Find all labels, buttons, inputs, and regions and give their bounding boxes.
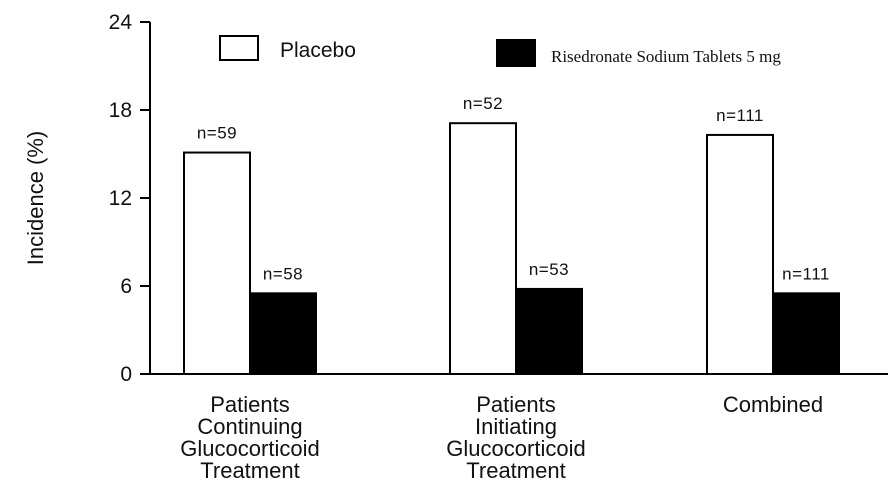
x-category-label: Treatment — [200, 458, 299, 483]
legend-swatch-risedronate — [496, 39, 536, 67]
x-category-label: Continuing — [197, 414, 302, 439]
legend-label-risedronate: Risedronate Sodium Tablets 5 mg — [551, 47, 781, 66]
bar-n-label: n=111 — [716, 106, 764, 125]
risedronate-bar — [772, 292, 840, 376]
x-category-label: Initiating — [475, 414, 557, 439]
bar-n-label: n=59 — [197, 124, 237, 143]
placebo-bar — [183, 151, 251, 375]
y-tick-label: 0 — [120, 363, 132, 386]
bars — [183, 122, 840, 376]
placebo-bar — [449, 122, 517, 375]
risedronate-bar — [515, 287, 583, 375]
bar-n-label: n=111 — [782, 264, 830, 283]
bar-n-label: n=58 — [263, 264, 303, 283]
y-axis-title: Incidence (%) — [23, 131, 48, 266]
x-category-label: Glucocorticoid — [446, 436, 585, 461]
y-tick-label: 18 — [109, 99, 132, 122]
bar-n-label: n=53 — [529, 260, 569, 279]
bar-n-label: n=52 — [463, 94, 503, 113]
x-category-label: Treatment — [466, 458, 565, 483]
risedronate-bar — [249, 292, 317, 376]
y-tick-label: 24 — [109, 11, 133, 34]
y-tick-label: 12 — [109, 187, 132, 210]
x-category-label: Patients — [476, 392, 556, 417]
x-category-label: Combined — [723, 392, 823, 417]
x-category-label: Patients — [210, 392, 290, 417]
placebo-bar — [706, 133, 774, 375]
legend: Placebo Risedronate Sodium Tablets 5 mg — [219, 35, 781, 67]
legend-label-placebo: Placebo — [280, 39, 356, 62]
x-category-label: Glucocorticoid — [180, 436, 319, 461]
labels: n=59n=58n=52n=53n=111n=111PatientsContin… — [180, 94, 830, 483]
legend-swatch-placebo — [219, 35, 259, 61]
y-tick-label: 6 — [120, 275, 132, 298]
